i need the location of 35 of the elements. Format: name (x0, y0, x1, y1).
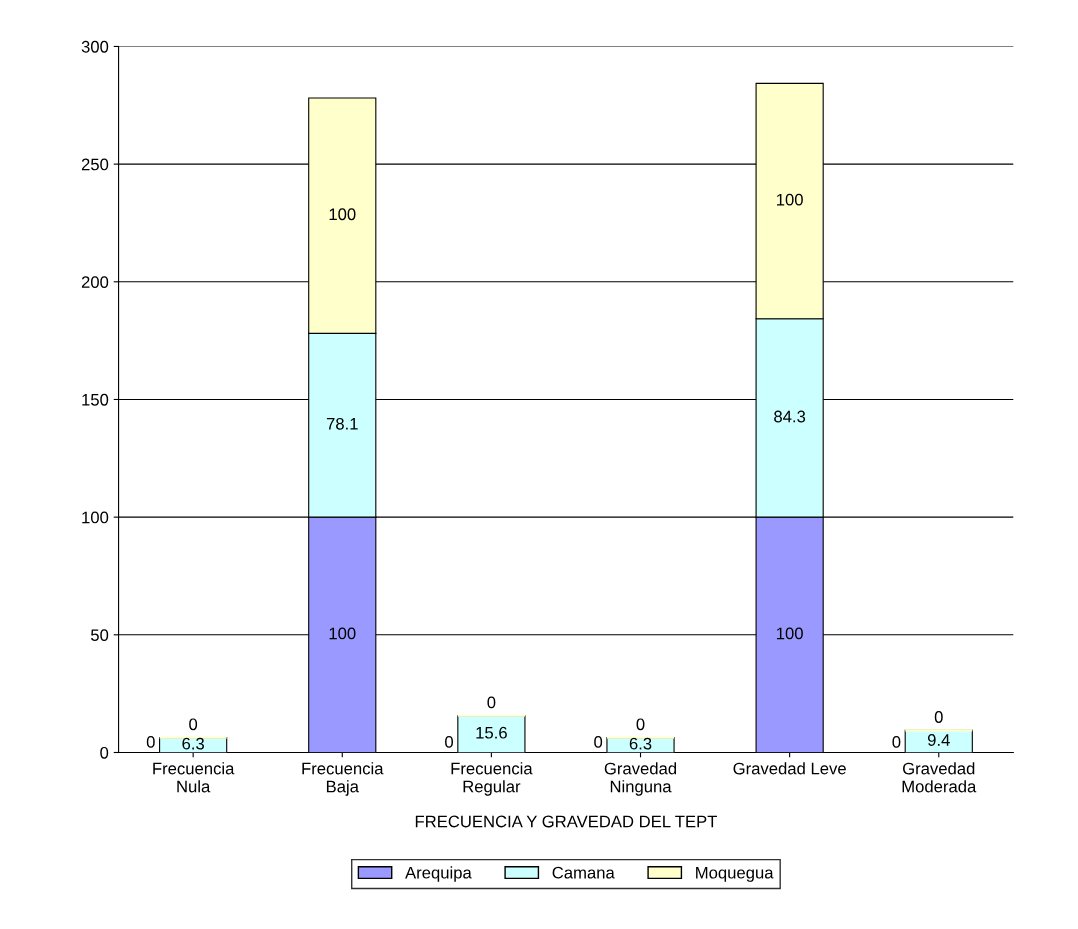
data-label: 78.1 (326, 417, 358, 430)
y-tick-label: 250 (81, 158, 109, 171)
y-tick-label: 200 (81, 276, 109, 288)
data-label: 100 (777, 627, 803, 640)
y-tick-label: 150 (82, 393, 109, 406)
y-tick-label: 0 (100, 746, 109, 759)
data-label: 100 (777, 193, 803, 206)
data-label: 0 (594, 736, 603, 748)
data-label: 15.6 (476, 726, 507, 739)
y-tick-label: 50 (90, 629, 109, 642)
data-label: 100 (329, 208, 356, 221)
data-label: 0 (189, 718, 198, 731)
data-label: 0 (487, 696, 496, 709)
y-tick-label: 300 (81, 40, 109, 53)
x-tick-label: Frecuencia Regular (451, 762, 533, 796)
x-tick-label: Gravedad Moderada (902, 762, 977, 793)
x-tick-label: Frecuencia Baja (302, 762, 384, 796)
legend-label: Camana (552, 866, 615, 879)
x-tick-label: Gravedad Ninguna (604, 762, 677, 796)
data-label: 9.4 (927, 734, 950, 746)
data-label: 0 (146, 736, 155, 748)
data-label: 0 (892, 736, 901, 748)
x-axis-title: FRECUENCIA Y GRAVEDAD DEL TEPT (415, 815, 718, 828)
data-label: 0 (445, 736, 454, 748)
data-label: 0 (636, 718, 645, 731)
data-label: 6.3 (182, 737, 204, 750)
data-label: 0 (934, 711, 943, 723)
x-tick-label: Frecuencia Nula (153, 762, 235, 793)
legend-label: Moquegua (696, 866, 774, 882)
data-label: 100 (329, 627, 356, 640)
x-tick-label: Gravedad Leve (733, 762, 846, 775)
legend-label: Arequipa (405, 866, 472, 882)
data-label: 6.3 (629, 737, 652, 750)
y-tick-label: 100 (82, 511, 109, 524)
data-label: 84.3 (774, 410, 806, 423)
